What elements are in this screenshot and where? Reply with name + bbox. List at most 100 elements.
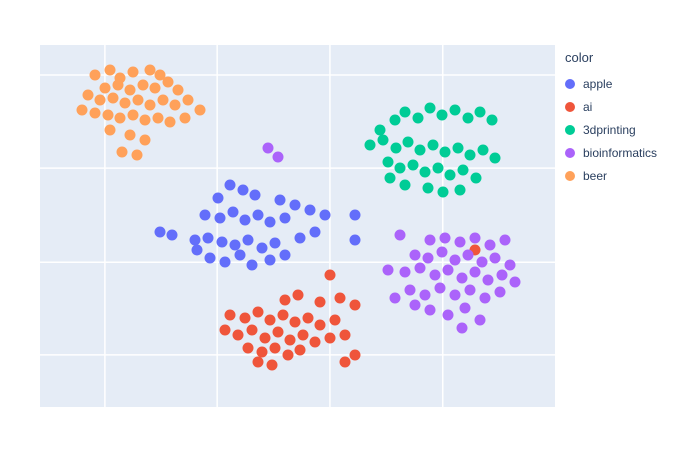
scatter-point-3dprinting[interactable] — [389, 114, 401, 126]
scatter-point-3dprinting[interactable] — [384, 172, 396, 184]
scatter-point-apple[interactable] — [349, 209, 361, 221]
scatter-point-apple[interactable] — [199, 209, 211, 221]
scatter-point-ai[interactable] — [282, 349, 294, 361]
scatter-point-ai[interactable] — [224, 309, 236, 321]
scatter-point-apple[interactable] — [294, 232, 306, 244]
scatter-point-3dprinting[interactable] — [486, 114, 498, 126]
scatter-point-3dprinting[interactable] — [449, 104, 461, 116]
legend-item-apple[interactable]: apple — [565, 77, 657, 91]
scatter-point-beer[interactable] — [127, 109, 139, 121]
scatter-point-3dprinting[interactable] — [454, 184, 466, 196]
scatter-point-beer[interactable] — [127, 66, 139, 78]
scatter-point-ai[interactable] — [284, 334, 296, 346]
scatter-point-beer[interactable] — [107, 92, 119, 104]
legend-item-ai[interactable]: ai — [565, 100, 657, 114]
scatter-point-3dprinting[interactable] — [374, 124, 386, 136]
scatter-point-bioinformatics[interactable] — [442, 264, 454, 276]
scatter-point-ai[interactable] — [232, 329, 244, 341]
scatter-point-apple[interactable] — [279, 249, 291, 261]
scatter-point-apple[interactable] — [264, 216, 276, 228]
scatter-point-beer[interactable] — [164, 116, 176, 128]
scatter-point-apple[interactable] — [242, 234, 254, 246]
scatter-point-3dprinting[interactable] — [457, 164, 469, 176]
scatter-point-beer[interactable] — [124, 129, 136, 141]
scatter-point-bioinformatics[interactable] — [474, 314, 486, 326]
scatter-point-ai[interactable] — [272, 326, 284, 338]
scatter-point-ai[interactable] — [339, 356, 351, 368]
scatter-point-apple[interactable] — [349, 234, 361, 246]
scatter-point-3dprinting[interactable] — [399, 179, 411, 191]
scatter-point-beer[interactable] — [169, 99, 181, 111]
scatter-point-ai[interactable] — [219, 324, 231, 336]
scatter-point-apple[interactable] — [204, 252, 216, 264]
scatter-point-bioinformatics[interactable] — [479, 292, 491, 304]
scatter-point-bioinformatics[interactable] — [424, 304, 436, 316]
scatter-point-3dprinting[interactable] — [437, 186, 449, 198]
scatter-point-apple[interactable] — [214, 212, 226, 224]
scatter-plot-canvas[interactable] — [40, 45, 555, 407]
scatter-point-3dprinting[interactable] — [462, 112, 474, 124]
scatter-point-bioinformatics[interactable] — [454, 236, 466, 248]
scatter-point-beer[interactable] — [89, 69, 101, 81]
scatter-point-ai[interactable] — [279, 294, 291, 306]
scatter-point-beer[interactable] — [144, 99, 156, 111]
scatter-point-ai[interactable] — [239, 312, 251, 324]
scatter-point-ai[interactable] — [314, 296, 326, 308]
scatter-point-3dprinting[interactable] — [422, 182, 434, 194]
scatter-point-3dprinting[interactable] — [399, 106, 411, 118]
scatter-point-beer[interactable] — [116, 146, 128, 158]
scatter-point-bioinformatics[interactable] — [272, 151, 284, 163]
scatter-point-apple[interactable] — [319, 209, 331, 221]
legend-item-bioinformatics[interactable]: bioinformatics — [565, 146, 657, 160]
scatter-point-beer[interactable] — [139, 114, 151, 126]
scatter-point-beer[interactable] — [152, 112, 164, 124]
scatter-point-bioinformatics[interactable] — [414, 262, 426, 274]
scatter-point-apple[interactable] — [256, 242, 268, 254]
scatter-point-3dprinting[interactable] — [452, 142, 464, 154]
scatter-point-apple[interactable] — [252, 209, 264, 221]
legend-item-3dprinting[interactable]: 3dprinting — [565, 123, 657, 137]
scatter-point-ai[interactable] — [339, 329, 351, 341]
scatter-point-apple[interactable] — [154, 226, 166, 238]
scatter-point-3dprinting[interactable] — [477, 144, 489, 156]
scatter-point-beer[interactable] — [99, 82, 111, 94]
scatter-point-beer[interactable] — [172, 84, 184, 96]
scatter-point-beer[interactable] — [154, 69, 166, 81]
scatter-point-3dprinting[interactable] — [439, 146, 451, 158]
scatter-point-bioinformatics[interactable] — [429, 269, 441, 281]
scatter-point-bioinformatics[interactable] — [394, 229, 406, 241]
scatter-point-ai[interactable] — [314, 319, 326, 331]
scatter-point-ai[interactable] — [324, 269, 336, 281]
scatter-point-ai[interactable] — [289, 316, 301, 328]
scatter-point-ai[interactable] — [277, 309, 289, 321]
scatter-point-apple[interactable] — [264, 254, 276, 266]
scatter-point-bioinformatics[interactable] — [422, 252, 434, 264]
scatter-point-bioinformatics[interactable] — [434, 282, 446, 294]
scatter-point-apple[interactable] — [166, 229, 178, 241]
scatter-point-3dprinting[interactable] — [402, 136, 414, 148]
scatter-point-bioinformatics[interactable] — [469, 266, 481, 278]
scatter-point-apple[interactable] — [191, 244, 203, 256]
scatter-point-3dprinting[interactable] — [427, 139, 439, 151]
scatter-point-beer[interactable] — [76, 104, 88, 116]
scatter-point-apple[interactable] — [269, 237, 281, 249]
scatter-point-bioinformatics[interactable] — [439, 232, 451, 244]
scatter-point-beer[interactable] — [149, 82, 161, 94]
scatter-point-3dprinting[interactable] — [364, 139, 376, 151]
scatter-point-apple[interactable] — [216, 236, 228, 248]
scatter-point-ai[interactable] — [329, 314, 341, 326]
scatter-point-apple[interactable] — [249, 189, 261, 201]
scatter-point-ai[interactable] — [309, 336, 321, 348]
scatter-point-beer[interactable] — [82, 89, 94, 101]
scatter-point-bioinformatics[interactable] — [382, 264, 394, 276]
scatter-point-3dprinting[interactable] — [414, 144, 426, 156]
legend-item-beer[interactable]: beer — [565, 169, 657, 183]
scatter-point-bioinformatics[interactable] — [419, 289, 431, 301]
scatter-point-bioinformatics[interactable] — [504, 259, 516, 271]
scatter-point-beer[interactable] — [144, 64, 156, 76]
scatter-point-ai[interactable] — [269, 342, 281, 354]
scatter-point-beer[interactable] — [132, 94, 144, 106]
scatter-point-bioinformatics[interactable] — [489, 252, 501, 264]
scatter-point-bioinformatics[interactable] — [484, 239, 496, 251]
scatter-point-apple[interactable] — [212, 192, 224, 204]
